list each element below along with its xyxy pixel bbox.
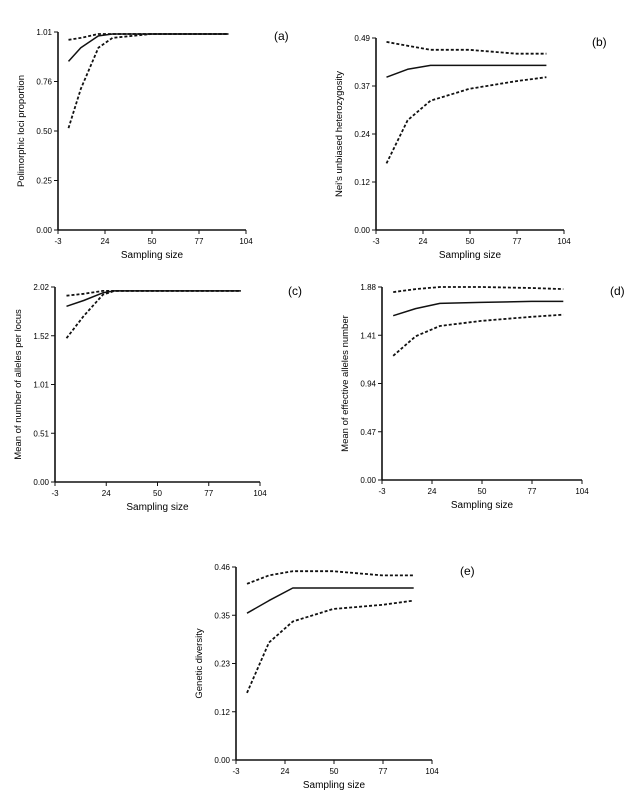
x-tick-label: 77 — [195, 237, 204, 246]
confidence-bound-line — [392, 313, 564, 357]
panel-a: 0.00 0.25 0.50 0.76 1.01 -3 24 50 77 104 Sampling … — [16, 28, 289, 261]
y-tick-label: 0.47 — [360, 428, 376, 437]
y-tick-label: 0.00 — [214, 756, 230, 765]
y-tick-label: 0.00 — [360, 476, 376, 485]
confidence-bound-line — [67, 33, 229, 129]
y-tick-label: 0.49 — [354, 34, 370, 43]
x-tick-label: 77 — [379, 767, 388, 776]
panel-b: 0.00 0.12 0.24 0.37 0.49 -3 24 50 77 104 Sampling … — [334, 34, 607, 261]
y-tick-label: 1.41 — [360, 331, 376, 340]
confidence-bound-line — [68, 33, 229, 41]
panel-label: (a) — [274, 29, 289, 43]
confidence-bound-line — [246, 599, 414, 694]
mean-line — [386, 64, 547, 78]
confidence-bound-line — [66, 289, 241, 297]
y-tick-label: 0.23 — [214, 660, 230, 669]
panel-label: (d) — [610, 284, 625, 298]
x-tick-label: 104 — [575, 487, 589, 496]
panel-d: 0.00 0.47 0.94 1.41 1.88 -3 24 50 77 104 Sampling … — [340, 283, 625, 511]
y-tick-label: 0.25 — [36, 177, 52, 186]
x-axis-label: Sampling size — [303, 780, 366, 791]
panel-e: 0.00 0.12 0.23 0.35 0.46 -3 24 50 77 104 Sampling … — [194, 563, 475, 791]
confidence-bound-line — [385, 76, 547, 164]
confidence-bound-line — [246, 570, 414, 585]
x-tick-label: -3 — [372, 237, 380, 246]
mean-line — [67, 33, 229, 62]
confidence-bound-line — [393, 286, 564, 293]
y-axis-label: Polimorphic loci proportion — [16, 75, 27, 187]
x-tick-label: 77 — [513, 237, 522, 246]
y-tick-label: 0.00 — [36, 226, 52, 235]
y-tick-label: 0.00 — [33, 478, 49, 487]
y-tick-label: 0.12 — [354, 178, 370, 187]
x-axis-label: Sampling size — [451, 500, 514, 511]
x-tick-label: 50 — [148, 237, 157, 246]
x-tick-label: 77 — [528, 487, 537, 496]
y-axis-label: Mean of number of alleles per locus — [13, 309, 24, 460]
confidence-bound-line — [65, 289, 241, 339]
y-tick-label: 0.12 — [214, 708, 230, 717]
y-tick-label: 0.35 — [214, 611, 230, 620]
x-tick-label: 50 — [153, 489, 162, 498]
mean-line — [246, 587, 414, 614]
x-tick-label: 104 — [253, 489, 267, 498]
x-tick-label: 24 — [101, 237, 110, 246]
y-tick-label: 1.01 — [36, 28, 52, 37]
x-tick-label: 50 — [478, 487, 487, 496]
y-tick-label: 0.51 — [33, 429, 49, 438]
x-tick-label: 24 — [102, 489, 111, 498]
x-tick-label: 77 — [204, 489, 213, 498]
x-tick-label: 24 — [428, 487, 437, 496]
panel-c: 0.00 0.51 1.01 1.52 2.02 -3 24 50 77 104 Sampling … — [13, 283, 302, 513]
y-axis-label: Nei's unbiased heterozygosity — [334, 71, 345, 197]
y-tick-label: 0.50 — [36, 127, 52, 136]
x-tick-label: 50 — [330, 767, 339, 776]
panel-label: (e) — [460, 564, 475, 578]
y-tick-label: 0.76 — [36, 78, 52, 87]
panel-label: (c) — [288, 284, 302, 298]
x-axis-label: Sampling size — [121, 250, 184, 261]
x-tick-label: -3 — [54, 237, 62, 246]
y-tick-label: 1.01 — [33, 381, 49, 390]
x-axis-label: Sampling size — [439, 250, 502, 261]
y-tick-label: 1.52 — [33, 332, 49, 341]
y-tick-label: 0.00 — [354, 226, 370, 235]
x-tick-label: 104 — [425, 767, 439, 776]
confidence-bound-line — [386, 41, 547, 55]
y-tick-label: 1.88 — [360, 283, 376, 292]
panel-label: (b) — [592, 35, 607, 49]
x-tick-label: 50 — [466, 237, 475, 246]
x-tick-label: 104 — [239, 237, 253, 246]
y-tick-label: 0.46 — [214, 563, 230, 572]
y-tick-label: 0.24 — [354, 130, 370, 139]
x-axis-label: Sampling size — [126, 502, 189, 513]
x-tick-label: -3 — [51, 489, 59, 498]
x-tick-label: -3 — [378, 487, 386, 496]
y-tick-label: 0.94 — [360, 380, 376, 389]
y-tick-label: 0.37 — [354, 82, 370, 91]
x-tick-label: 24 — [419, 237, 428, 246]
x-tick-label: 104 — [557, 237, 571, 246]
y-tick-label: 2.02 — [33, 283, 49, 292]
y-axis-label: Genetic diversity — [194, 628, 205, 698]
mean-line — [392, 300, 564, 317]
x-tick-label: 24 — [281, 767, 290, 776]
y-axis-label: Mean of effective alleles number — [340, 315, 351, 452]
x-tick-label: -3 — [232, 767, 240, 776]
